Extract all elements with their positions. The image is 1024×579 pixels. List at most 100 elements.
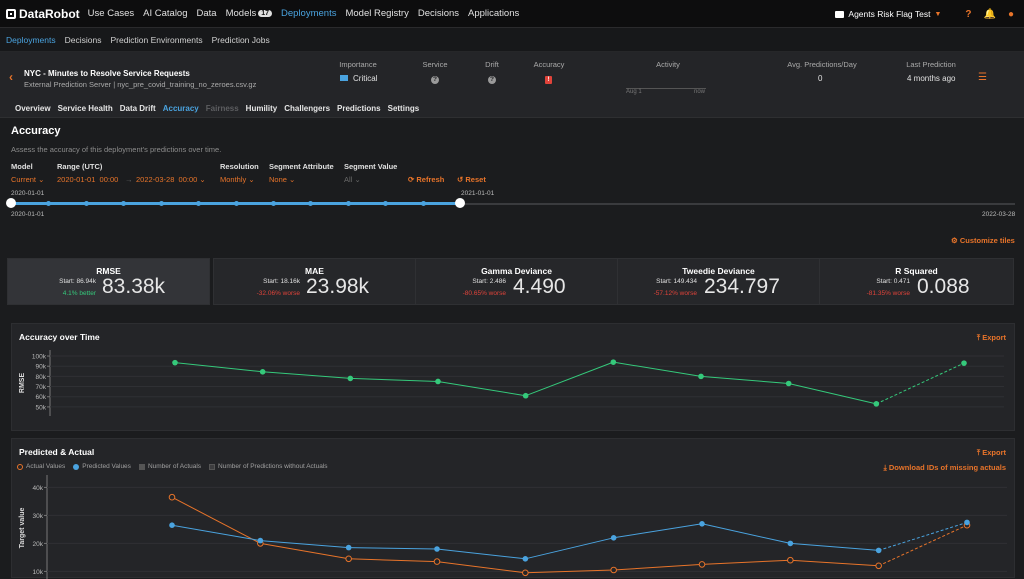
download-label: Download IDs of missing actuals bbox=[888, 463, 1006, 472]
bell-icon[interactable]: 🔔 bbox=[983, 8, 996, 20]
refresh-button[interactable]: ⟳ Refresh bbox=[408, 175, 444, 184]
resolution-value: Monthly bbox=[220, 175, 247, 184]
metric-tile-r-squared[interactable]: R Squared Start: 0.471 -81.35% worse 0.0… bbox=[819, 258, 1014, 305]
accuracy-status[interactable]: ! bbox=[545, 74, 552, 84]
deployment-header: ‹ NYC - Minutes to Resolve Service Reque… bbox=[0, 52, 1024, 100]
export-button[interactable]: ⤒ Export bbox=[977, 448, 1006, 458]
datarobot-logo[interactable]: DataRobot bbox=[6, 7, 80, 21]
user-icon[interactable]: ● bbox=[1007, 8, 1014, 20]
upload-icon: ⤒ bbox=[976, 448, 981, 457]
accuracy-content: Accuracy Assess the accuracy of this dep… bbox=[0, 118, 1024, 579]
back-chevron-icon[interactable]: ‹ bbox=[9, 70, 13, 84]
tab-predictions[interactable]: Predictions bbox=[337, 104, 381, 113]
subnav-decisions[interactable]: Decisions bbox=[64, 34, 102, 45]
customize-tiles-button[interactable]: ⚙ Customize tiles bbox=[951, 236, 1015, 245]
tab-service-health[interactable]: Service Health bbox=[57, 104, 113, 113]
tab-accuracy[interactable]: Accuracy bbox=[162, 104, 199, 113]
slider-tick-dot bbox=[196, 201, 202, 206]
legend-actual[interactable]: Actual Values bbox=[17, 463, 65, 470]
tile-name: RMSE bbox=[96, 266, 121, 276]
data-point bbox=[435, 378, 441, 385]
service-status[interactable]: ? bbox=[431, 74, 439, 84]
data-point bbox=[347, 375, 354, 382]
metric-tile-mae[interactable]: MAE Start: 18.16k -32.06% worse 23.98k bbox=[213, 258, 416, 305]
nav-data[interactable]: Data bbox=[196, 8, 217, 19]
data-point bbox=[698, 561, 706, 568]
legend-num-predictions[interactable]: Number of Predictions without Actuals bbox=[209, 463, 328, 470]
metric-tile-tweedie-deviance[interactable]: Tweedie Deviance Start: 149.434 -57.12% … bbox=[617, 258, 820, 305]
hamburger-menu-icon[interactable]: ☰ bbox=[978, 72, 987, 83]
slider-end-handle[interactable] bbox=[455, 198, 465, 208]
data-point bbox=[610, 359, 617, 365]
circle-outline-icon bbox=[17, 463, 23, 470]
tab-humility[interactable]: Humility bbox=[245, 104, 278, 113]
nav-applications[interactable]: Applications bbox=[468, 8, 520, 19]
tab-settings[interactable]: Settings bbox=[387, 104, 420, 113]
data-point bbox=[522, 569, 529, 577]
reset-button[interactable]: ↺ Reset bbox=[457, 175, 486, 184]
series-line-segment bbox=[790, 542, 879, 551]
model-select-value: Current bbox=[11, 175, 37, 184]
accuracy-over-time-chart: RMSE 100k 90k 80k 70k 60k 50k bbox=[19, 350, 1004, 416]
tile-delta: 4.1% better bbox=[62, 290, 96, 297]
series-line-segment bbox=[171, 524, 261, 542]
slider-start-label-top: 2020-01-01 bbox=[11, 190, 45, 197]
legend-num-actuals[interactable]: Number of Actuals bbox=[138, 463, 202, 470]
nav-ai-catalog[interactable]: AI Catalog bbox=[143, 8, 188, 19]
metric-tile-rmse[interactable]: RMSE Start: 86.94k 4.1% better 83.38k bbox=[7, 258, 210, 305]
activity-end: now bbox=[694, 89, 706, 95]
slider-handle-label: 2021-01-01 bbox=[461, 190, 495, 197]
drift-status[interactable]: ? bbox=[488, 74, 496, 84]
nav-use-cases[interactable]: Use Cases bbox=[87, 8, 135, 19]
y-tick-label: 90k bbox=[36, 364, 47, 371]
nav-model-registry[interactable]: Model Registry bbox=[345, 8, 409, 19]
y-tick-label: 100k bbox=[32, 354, 47, 361]
slider-tick-dot bbox=[420, 201, 426, 206]
data-point bbox=[434, 546, 440, 552]
sub-nav: Deployments Decisions Prediction Environ… bbox=[0, 28, 1024, 52]
project-selector[interactable]: Agents Risk Flag Test ▼ bbox=[835, 9, 941, 19]
tile-delta: -57.12% worse bbox=[653, 290, 697, 297]
resolution-select[interactable]: Monthly ⌄ bbox=[220, 175, 255, 184]
series-line-segment bbox=[878, 521, 968, 551]
segment-attribute-select[interactable]: None ⌄ bbox=[269, 175, 295, 184]
nav-decisions[interactable]: Decisions bbox=[417, 8, 460, 19]
tile-value: 234.797 bbox=[704, 275, 780, 298]
slider-start-handle[interactable] bbox=[6, 198, 16, 208]
data-point bbox=[787, 556, 794, 564]
range-end-input[interactable]: 2022-03-28 00:00 ⌄ bbox=[136, 175, 206, 184]
legend-num-actuals-label: Number of Actuals bbox=[147, 463, 202, 470]
subnav-prediction-environments[interactable]: Prediction Environments bbox=[110, 34, 203, 45]
date-range-slider-track[interactable] bbox=[11, 203, 1015, 205]
tab-data-drift[interactable]: Data Drift bbox=[119, 104, 156, 113]
data-point bbox=[785, 380, 792, 387]
square-outline-icon bbox=[209, 463, 216, 470]
export-button[interactable]: ⤒ Export bbox=[977, 333, 1006, 343]
y-tick-label: 80k bbox=[36, 374, 47, 381]
chevron-down-icon: ⌄ bbox=[38, 175, 45, 184]
model-select[interactable]: Current ⌄ bbox=[11, 175, 44, 184]
subnav-prediction-jobs[interactable]: Prediction Jobs bbox=[211, 34, 270, 45]
subnav-deployments[interactable]: Deployments bbox=[6, 34, 56, 45]
upload-icon: ⤒ bbox=[976, 333, 981, 342]
legend-predicted[interactable]: Predicted Values bbox=[73, 463, 131, 470]
export-label: Export bbox=[982, 333, 1006, 342]
customize-tiles-label: Customize tiles bbox=[959, 236, 1015, 245]
slider-tick-dot bbox=[383, 201, 389, 206]
service-label: Service bbox=[422, 60, 448, 69]
panel-title: Accuracy over Time bbox=[19, 332, 100, 342]
nav-deployments[interactable]: Deployments bbox=[281, 8, 337, 19]
tile-name: MAE bbox=[305, 266, 324, 276]
question-icon[interactable]: ? bbox=[965, 8, 972, 20]
tab-overview[interactable]: Overview bbox=[15, 104, 51, 113]
range-start-input[interactable]: 2020-01-01 00:00 bbox=[57, 175, 118, 184]
data-point bbox=[522, 556, 529, 562]
importance-value: Critical bbox=[340, 74, 377, 83]
nav-models[interactable]: Models 17 bbox=[226, 8, 273, 19]
tab-challengers[interactable]: Challengers bbox=[284, 104, 331, 113]
activity-start: Aug 1 bbox=[626, 89, 642, 95]
data-point bbox=[259, 369, 266, 375]
download-missing-actuals-button[interactable]: ⤓ Download IDs of missing actuals bbox=[883, 463, 1006, 473]
data-point bbox=[610, 535, 617, 541]
metric-tile-gamma-deviance[interactable]: Gamma Deviance Start: 2.486 -80.65% wors… bbox=[415, 258, 618, 305]
